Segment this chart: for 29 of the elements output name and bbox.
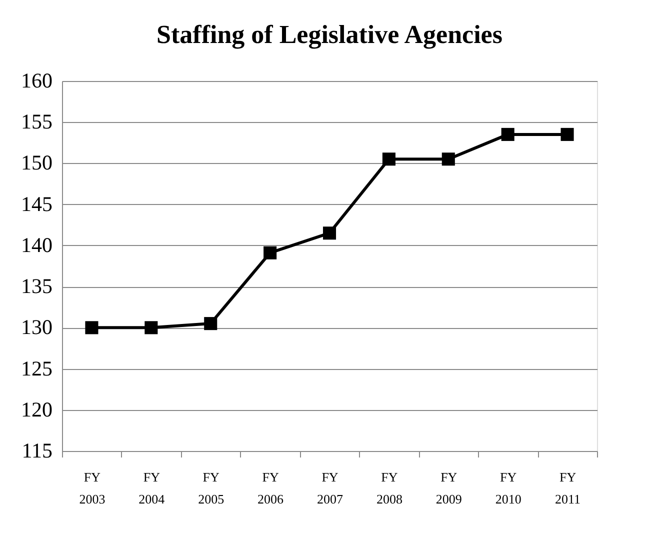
x-tick-label: FY 2007: [317, 470, 344, 506]
x-tick-label: FY 2011: [555, 470, 581, 506]
x-tick-label: FY 2003: [79, 470, 106, 506]
y-tick-label: 160: [21, 68, 52, 92]
x-tick-label: FY 2004: [138, 470, 166, 506]
x-tick-label: FY 2006: [258, 470, 284, 506]
point: [501, 128, 514, 141]
x-tick-label: FY 2008: [376, 470, 402, 506]
y-tick-label: 120: [21, 397, 52, 422]
y-tick-label: 115: [22, 438, 52, 462]
point: [382, 152, 396, 166]
point: [85, 321, 98, 334]
point: [204, 317, 218, 330]
x-tick-label: FY 2005: [198, 470, 224, 506]
point: [264, 246, 277, 260]
point: [322, 226, 336, 240]
y-tick-label: 130: [21, 315, 52, 340]
point: [560, 128, 574, 141]
x-tick-label: FY 2009: [436, 470, 462, 506]
x-tick-label: FY 2010: [495, 470, 522, 506]
y-tick-label: 150: [21, 150, 52, 175]
chart-title: Staffing of Legislative Agencies: [156, 20, 502, 49]
y-tick-label: 135: [21, 274, 52, 298]
point: [442, 152, 455, 166]
y-tick-label: 155: [21, 110, 52, 134]
y-tick-label: 140: [21, 232, 52, 257]
y-tick-label: 145: [21, 192, 52, 216]
point: [144, 321, 158, 334]
y-tick-label: 125: [21, 356, 52, 380]
